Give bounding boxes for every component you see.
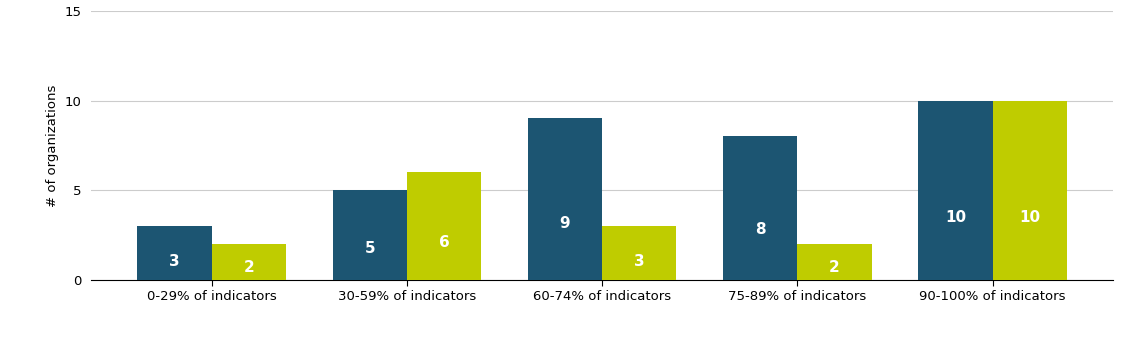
Text: 10: 10 (1019, 210, 1041, 225)
Bar (137, 226, 211, 280)
Bar (528, 118, 602, 280)
Y-axis label: # of organizations: # of organizations (45, 84, 59, 206)
Text: 2: 2 (243, 260, 254, 275)
Bar (797, 244, 871, 280)
Bar (724, 136, 797, 280)
Text: 9: 9 (560, 216, 570, 231)
Text: 10: 10 (945, 210, 966, 225)
Bar (602, 226, 676, 280)
Bar (333, 190, 407, 280)
Bar (211, 244, 286, 280)
Text: 2: 2 (829, 260, 840, 275)
Text: 3: 3 (169, 254, 179, 269)
Text: 5: 5 (365, 241, 375, 256)
Text: 3: 3 (634, 254, 644, 269)
Text: 8: 8 (755, 222, 766, 237)
Bar (918, 101, 993, 280)
Bar (407, 172, 481, 280)
Bar (993, 101, 1067, 280)
Text: 6: 6 (438, 235, 450, 250)
